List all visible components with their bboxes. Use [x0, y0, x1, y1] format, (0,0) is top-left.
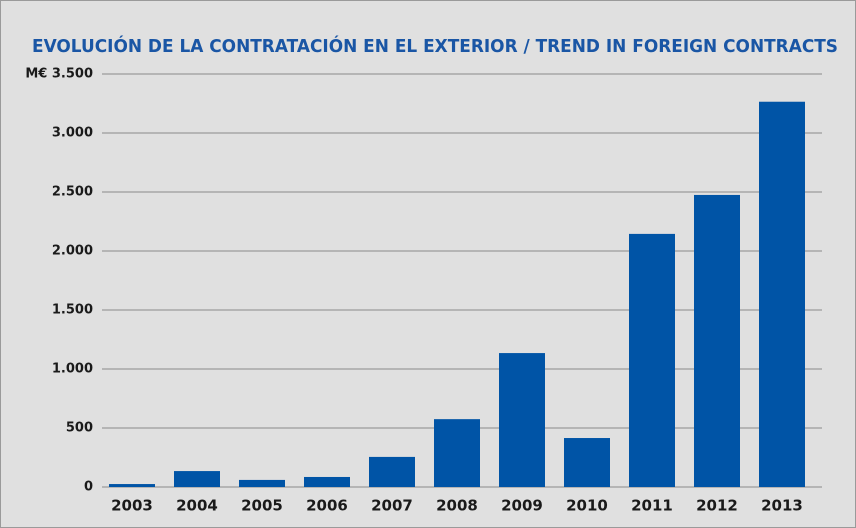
y-tick-label: M€ 3.500 — [25, 67, 93, 82]
y-tick-label: 2.500 — [52, 185, 93, 200]
bar — [239, 479, 285, 487]
chart-title: EVOLUCIÓN DE LA CONTRATACIÓN EN EL EXTER… — [32, 35, 838, 57]
bar — [109, 484, 155, 487]
y-tick-label: 500 — [66, 421, 93, 436]
y-tick-label: 3.000 — [52, 126, 93, 141]
x-tick-label: 2007 — [371, 497, 413, 515]
x-tick-label: 2012 — [696, 497, 738, 515]
y-tick-label: 1.000 — [52, 362, 93, 377]
y-tick-label: 0 — [84, 480, 93, 495]
y-tick-label: 2.000 — [52, 244, 93, 259]
x-tick-label: 2011 — [631, 497, 673, 515]
bar — [304, 476, 350, 487]
bar — [629, 233, 675, 487]
x-tick-label: 2004 — [176, 497, 218, 515]
x-tick-label: 2013 — [761, 497, 803, 515]
x-tick-label: 2005 — [241, 497, 283, 515]
y-tick-label: 1.500 — [52, 303, 93, 318]
x-tick-label: 2009 — [501, 497, 543, 515]
bar — [499, 353, 545, 487]
bar — [434, 419, 480, 487]
x-tick-label: 2008 — [436, 497, 478, 515]
bar — [174, 471, 220, 487]
bar — [694, 194, 740, 487]
bar — [369, 456, 415, 487]
bar — [759, 101, 805, 487]
bar — [564, 438, 610, 487]
x-tick-label: 2010 — [566, 497, 608, 515]
x-tick-label: 2006 — [306, 497, 348, 515]
x-tick-label: 2003 — [111, 497, 153, 515]
